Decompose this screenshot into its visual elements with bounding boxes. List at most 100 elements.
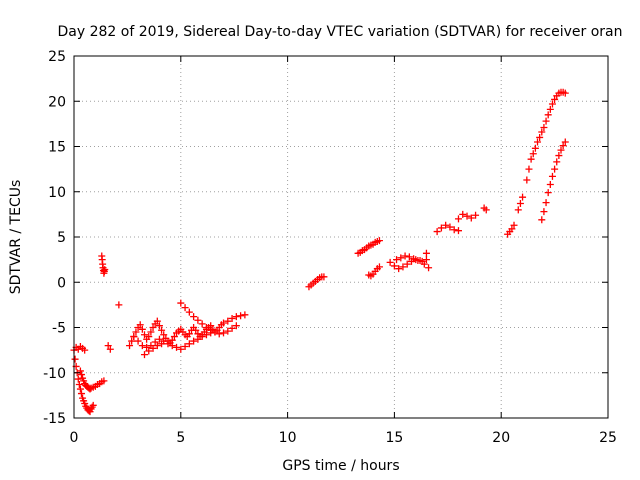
data-point: [140, 331, 148, 339]
data-point: [542, 199, 550, 207]
data-point: [538, 216, 546, 224]
data-point: [510, 221, 518, 229]
data-point: [76, 367, 84, 375]
data-point: [463, 212, 471, 220]
data-point: [224, 327, 232, 335]
data-point: [422, 256, 430, 264]
y-tick-label: 10: [48, 185, 66, 201]
data-point: [155, 335, 163, 343]
data-point: [397, 254, 405, 262]
data-point: [414, 257, 422, 265]
series-arc-i: [140, 340, 166, 359]
data-point: [390, 262, 398, 270]
data-point: [540, 208, 548, 216]
series-arc-c: [76, 367, 108, 393]
x-tick-label: 0: [70, 430, 79, 446]
data-point: [190, 337, 198, 345]
axis-ticks: 0 5 10 15 20 25 -15 -10 -5 0 5 10 15 20 25: [43, 49, 617, 446]
data-point: [446, 223, 454, 231]
data-point: [74, 375, 82, 383]
data-point: [403, 260, 411, 268]
series-arc-r: [454, 210, 480, 223]
data-point: [164, 340, 172, 348]
y-tick-label: -5: [52, 321, 66, 337]
data-point: [437, 224, 445, 232]
data-point: [527, 155, 535, 163]
y-tick-label: 20: [48, 94, 66, 110]
data-point: [561, 89, 569, 97]
data-point: [158, 326, 166, 334]
y-tick-label: 0: [57, 275, 66, 291]
series-arc-p: [422, 249, 430, 257]
data-point: [138, 325, 146, 333]
series-arc-o: [393, 252, 433, 272]
data-point: [557, 146, 565, 154]
data-point: [542, 117, 550, 125]
data-point: [140, 351, 148, 359]
data-point: [153, 342, 161, 350]
data-point: [422, 249, 430, 257]
x-tick-label: 25: [599, 430, 617, 446]
grid-lines: [74, 56, 608, 418]
series-arc-b: [72, 343, 89, 354]
data-point: [454, 215, 462, 223]
data-point: [81, 346, 89, 354]
data-point: [531, 144, 539, 152]
data-points: [70, 88, 569, 416]
data-point: [215, 330, 223, 338]
data-point: [525, 165, 533, 173]
x-tick-label: 10: [279, 430, 297, 446]
data-point: [224, 317, 232, 325]
series-arc-k: [305, 273, 328, 291]
y-tick-label: 25: [48, 49, 66, 65]
data-point: [145, 333, 153, 341]
data-point: [544, 189, 552, 197]
x-tick-label: 5: [176, 430, 185, 446]
y-tick-label: -10: [43, 366, 66, 382]
data-point: [546, 105, 554, 113]
data-point: [198, 333, 206, 341]
data-point: [185, 340, 193, 348]
data-point: [76, 385, 84, 393]
data-point: [375, 263, 383, 271]
data-point: [459, 210, 467, 218]
data-point: [410, 255, 418, 263]
data-point: [538, 128, 546, 136]
data-point: [232, 313, 240, 321]
data-point: [149, 344, 157, 352]
data-point: [211, 328, 219, 336]
y-tick-label: 15: [48, 140, 66, 156]
data-point: [320, 273, 328, 281]
data-point: [418, 257, 426, 265]
data-point: [401, 252, 409, 260]
data-point: [173, 343, 181, 351]
series-arc-v: [538, 138, 569, 224]
series-arc-m: [365, 263, 383, 280]
series-arc-s: [480, 204, 490, 214]
data-point: [100, 377, 108, 385]
data-point: [514, 206, 522, 214]
data-point: [553, 158, 561, 166]
data-point: [153, 317, 161, 325]
data-point: [134, 337, 142, 345]
data-point: [220, 319, 228, 327]
data-point: [194, 316, 202, 324]
data-point: [467, 214, 475, 222]
data-point: [393, 256, 401, 264]
data-point: [143, 343, 151, 351]
data-point: [544, 111, 552, 119]
data-point: [158, 340, 166, 348]
data-point: [399, 263, 407, 271]
data-point: [77, 371, 85, 379]
data-point: [386, 258, 394, 266]
data-point: [375, 237, 383, 245]
data-point: [190, 313, 198, 321]
y-tick-label: -15: [43, 411, 66, 427]
data-point: [546, 181, 554, 189]
data-point: [181, 304, 189, 312]
data-point: [155, 322, 163, 330]
data-point: [454, 227, 462, 235]
series-arc-j: [177, 299, 240, 338]
data-point: [177, 299, 185, 307]
